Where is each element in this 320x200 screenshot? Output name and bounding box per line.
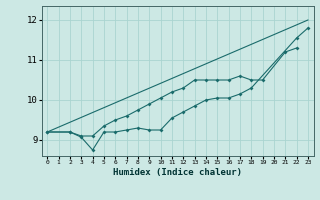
- X-axis label: Humidex (Indice chaleur): Humidex (Indice chaleur): [113, 168, 242, 177]
